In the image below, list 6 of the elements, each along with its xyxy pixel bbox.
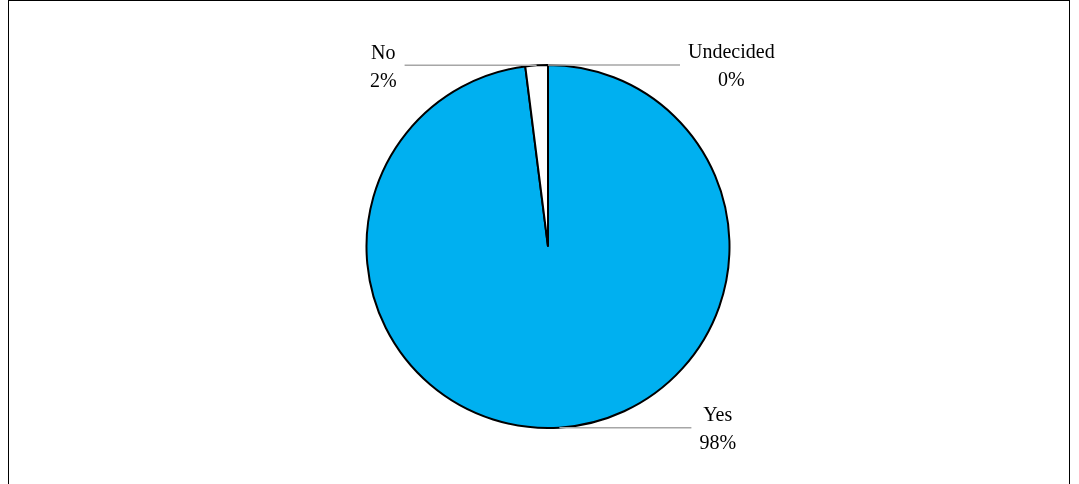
slice-label: No (371, 40, 396, 63)
category-label: Undecided (688, 40, 775, 63)
text: 0% (717, 68, 745, 91)
data-label: 2% (369, 68, 397, 91)
slice-label: Yes (703, 402, 733, 425)
data-label: 98% (699, 430, 737, 453)
